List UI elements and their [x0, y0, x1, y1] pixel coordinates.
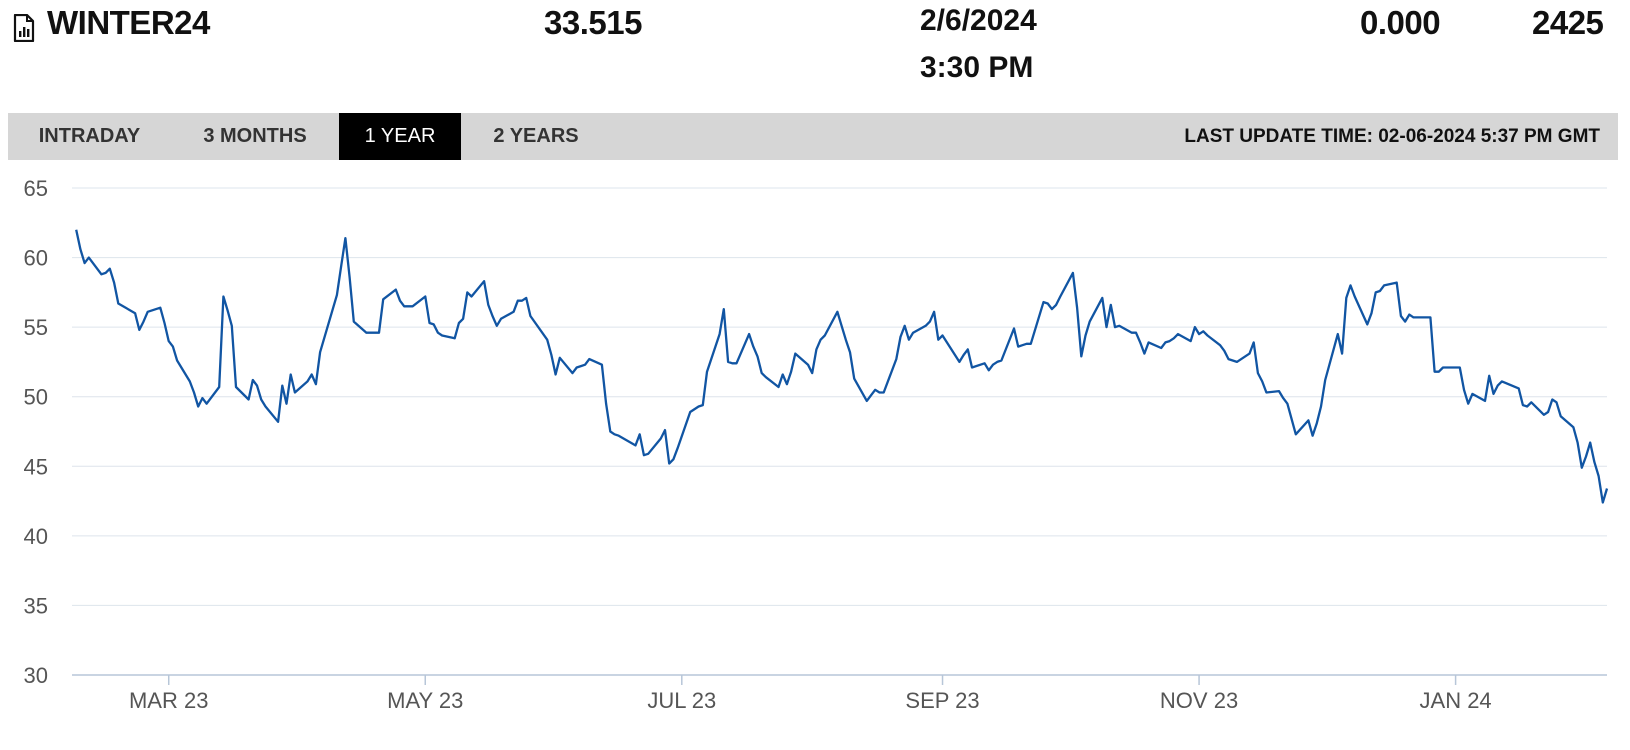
y-tick-label: 50 [24, 385, 48, 410]
quote-header: WINTER24 33.515 2/6/2024 3:30 PM 0.000 2… [0, 0, 1630, 110]
contract-symbol: WINTER24 [47, 4, 210, 41]
x-tick-label: JAN 24 [1420, 688, 1492, 713]
y-tick-label: 65 [24, 176, 48, 201]
tab-intraday[interactable]: INTRADAY [38, 125, 141, 147]
report-chart-icon [13, 14, 35, 42]
y-tick-label: 40 [24, 524, 48, 549]
x-tick-label: JUL 23 [647, 688, 716, 713]
quote-date: 2/6/2024 [920, 4, 1037, 37]
tab-3-months[interactable]: 3 MONTHS [203, 125, 307, 147]
volume: 2425 [1532, 4, 1604, 41]
tab-2-years[interactable]: 2 YEARS [493, 125, 579, 147]
y-tick-label: 45 [24, 454, 48, 479]
y-tick-label: 55 [24, 315, 48, 340]
last-price: 33.515 [544, 4, 642, 41]
y-tick-label: 35 [24, 593, 48, 618]
price-series-line [75, 229, 1609, 504]
range-tab-bar: INTRADAY 3 MONTHS 1 YEAR 2 YEARS LAST UP… [8, 113, 1618, 160]
tab-1-year[interactable]: 1 YEAR [339, 113, 461, 160]
y-tick-label: 60 [24, 246, 48, 271]
x-tick-label: MAR 23 [129, 688, 208, 713]
y-tick-label: 30 [24, 663, 48, 688]
x-tick-label: NOV 23 [1160, 688, 1238, 713]
x-tick-label: SEP 23 [905, 688, 979, 713]
price-change: 0.000 [1360, 4, 1441, 41]
last-update-time: LAST UPDATE TIME: 02-06-2024 5:37 PM GMT [1184, 126, 1600, 147]
price-chart: 30 35 40 45 50 55 60 65 MAR 23 MAY 23 JUL 23 SEP 23… [0, 165, 1630, 750]
price-line-chart: 30 35 40 45 50 55 60 65 MAR 23 MAY 23 JUL 23 SEP 23… [24, 176, 1609, 713]
quote-time: 3:30 PM [920, 51, 1034, 84]
x-tick-label: MAY 23 [387, 688, 463, 713]
